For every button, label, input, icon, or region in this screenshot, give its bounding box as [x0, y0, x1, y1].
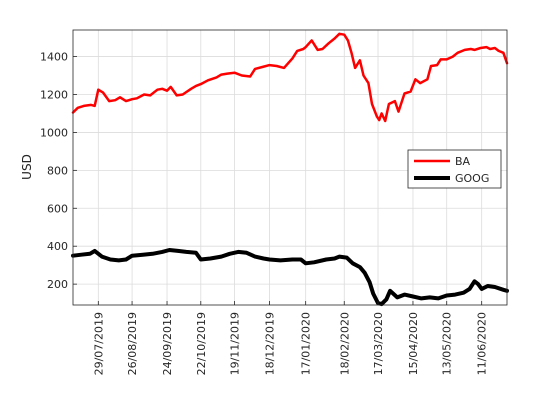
series-line-goog	[71, 248, 509, 307]
y-axis-label: USD	[20, 154, 34, 180]
y-tick-label: 1200	[40, 88, 68, 101]
series-line-ba	[71, 32, 509, 123]
x-tick-label: 17/03/2020	[372, 312, 385, 375]
x-tick-label: 18/02/2020	[338, 312, 351, 375]
y-tick-label: 800	[47, 164, 68, 177]
y-tick-label: 1400	[40, 51, 68, 64]
legend-label-ba: BA	[455, 155, 471, 168]
x-tick-label: 13/05/2020	[441, 312, 454, 375]
y-tick-label: 200	[47, 278, 68, 291]
x-tick-label: 11/06/2020	[476, 312, 489, 375]
legend-box	[407, 149, 502, 189]
legend: BA GOOG	[407, 149, 502, 189]
y-tick-label: 600	[47, 202, 68, 215]
series-layer	[71, 32, 509, 307]
y-tick-label: 1000	[40, 126, 68, 139]
x-tick-label: 29/07/2019	[92, 312, 105, 375]
x-tick-label: 18/12/2019	[264, 312, 277, 375]
axes: 200 400 600 800 1000 1200 1400 29/07/2019 26/08/…	[40, 51, 489, 376]
x-tick-label: 19/11/2019	[229, 312, 242, 375]
x-tick-label: 24/09/2019	[161, 312, 174, 375]
plot-frame	[72, 29, 508, 306]
legend-label-goog: GOOG	[455, 172, 489, 185]
x-tick-label: 22/10/2019	[195, 312, 208, 375]
x-tick-label: 17/01/2020	[300, 312, 313, 375]
x-tick-label: 26/08/2019	[126, 312, 139, 375]
y-tick-label: 400	[47, 240, 68, 253]
x-tick-label: 15/04/2020	[407, 312, 420, 375]
